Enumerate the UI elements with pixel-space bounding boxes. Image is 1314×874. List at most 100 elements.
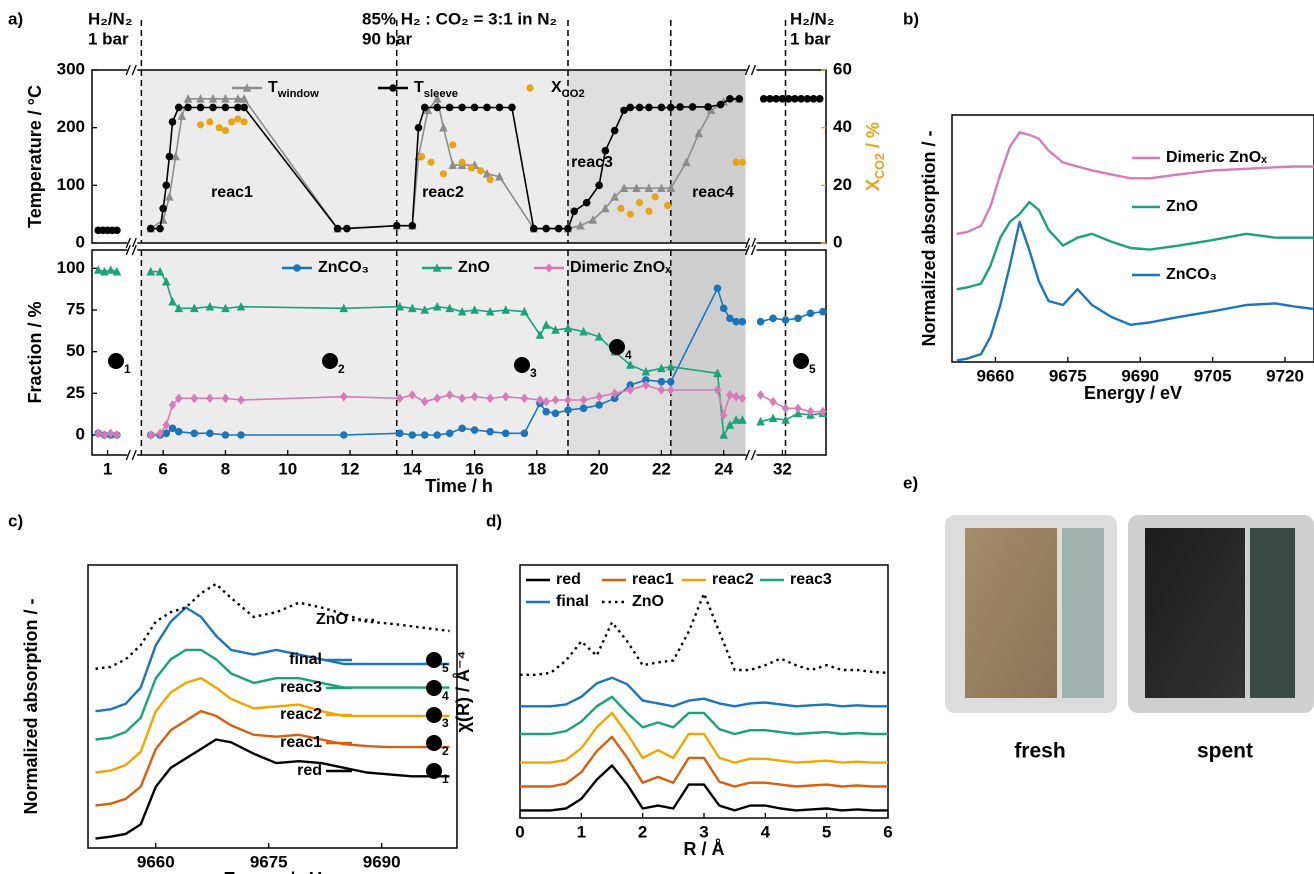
marker [433, 431, 441, 439]
series-line [96, 711, 450, 805]
marker [782, 404, 790, 414]
marker [477, 167, 484, 174]
x-tick-label: 32 [773, 459, 792, 478]
marker [816, 95, 824, 103]
marker [393, 222, 401, 230]
text-part: T [414, 79, 424, 96]
condition-label: H₂/N₂ [790, 9, 834, 28]
marker [458, 425, 466, 433]
legend-label: ZnO [458, 259, 490, 276]
x-axis-label: R / Å [683, 839, 724, 859]
marker [739, 159, 746, 166]
marker [611, 127, 619, 135]
series-line [520, 766, 888, 811]
window [1062, 528, 1104, 698]
marker [197, 104, 205, 112]
point-marker-label: 5 [809, 362, 816, 376]
marker [206, 118, 213, 125]
marker [530, 225, 538, 233]
marker [209, 104, 217, 112]
legend-label: reac2 [712, 571, 754, 588]
marker [459, 159, 466, 166]
marker [340, 431, 348, 439]
panel-label: d) [486, 511, 502, 530]
marker [106, 265, 115, 274]
marker [757, 318, 765, 326]
marker [782, 316, 790, 324]
legend-label: reac2 [280, 706, 322, 723]
y-axis-label: Temperature / °C [25, 85, 45, 228]
marker [636, 199, 643, 206]
marker [222, 104, 230, 112]
marker [733, 159, 740, 166]
point-marker-label: 2 [338, 362, 345, 376]
subscript: CO2 [873, 153, 887, 179]
legend-label: reac3 [280, 679, 322, 696]
marker [807, 310, 815, 318]
marker [162, 182, 170, 190]
chart: 966096759690Energy / eVNormalized absorp… [21, 565, 457, 874]
region-label: reac1 [211, 184, 253, 201]
marker [94, 265, 103, 274]
x-axis-label: Time / h [425, 476, 493, 496]
condition-label: 1 bar [790, 29, 831, 48]
marker [169, 118, 177, 126]
marker [726, 95, 734, 103]
marker [389, 84, 397, 92]
condition-label: 1 bar [88, 29, 129, 48]
marker [617, 205, 624, 212]
marker [222, 127, 229, 134]
legend-label: red [556, 571, 581, 588]
marker [564, 225, 572, 233]
marker [667, 104, 675, 112]
marker [228, 118, 235, 125]
panel-label: b) [903, 9, 919, 28]
marker [595, 401, 603, 409]
point-marker-label: 1 [442, 772, 449, 786]
marker [483, 104, 491, 112]
subscript: window [277, 88, 319, 100]
legend-label: reac1 [280, 734, 322, 751]
x-tick-label: 6 [883, 822, 892, 841]
x-axis-label: Energy / eV [223, 869, 321, 874]
series-line [520, 713, 888, 763]
marker [433, 104, 441, 112]
y2-tick-label: 20 [833, 175, 852, 194]
series-line [957, 132, 1314, 233]
marker [676, 103, 684, 111]
marker [421, 431, 429, 439]
x-tick-label: 9675 [1049, 366, 1087, 385]
shaded-region [671, 250, 746, 455]
marker [717, 101, 725, 109]
x-tick-label: 9690 [363, 852, 401, 871]
marker [769, 315, 777, 323]
figure: a) b) c) d) e) fresh spent 0100200300020… [0, 0, 1314, 874]
marker [658, 378, 666, 386]
text-part: X [863, 179, 883, 191]
marker [645, 208, 652, 215]
point-marker-label: 4 [442, 689, 449, 703]
catalyst-bed [1145, 528, 1245, 698]
marker [421, 104, 429, 112]
shaded-region [141, 70, 568, 243]
point-marker-label: 1 [124, 362, 131, 376]
series-line [96, 584, 450, 669]
x-tick-label: 12 [341, 459, 360, 478]
text-part: T [268, 79, 278, 96]
point-marker [514, 357, 530, 373]
marker [626, 104, 634, 112]
region-label: reac3 [571, 154, 613, 171]
marker [184, 104, 192, 112]
series-line [96, 678, 450, 772]
legend-label: reac3 [790, 571, 832, 588]
y-tick-label: 0 [76, 232, 85, 251]
legend-label: ZnO [1166, 198, 1198, 215]
marker [502, 430, 510, 438]
marker [166, 153, 174, 161]
panel-label: a) [8, 9, 23, 28]
catalyst-bed [965, 528, 1057, 698]
marker [418, 153, 425, 160]
marker [636, 104, 644, 112]
point-marker [793, 353, 809, 369]
x-tick-label: 24 [714, 459, 733, 478]
